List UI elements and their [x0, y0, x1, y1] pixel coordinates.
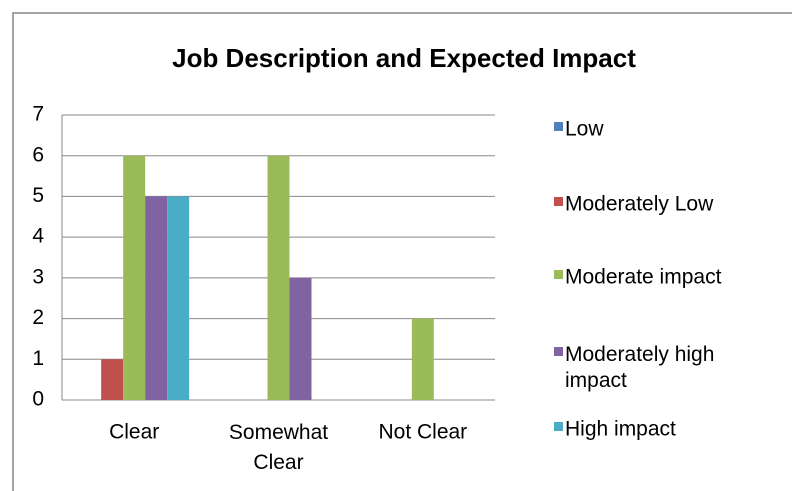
- legend-label: Low: [565, 118, 604, 141]
- y-tick-label: 1: [32, 347, 44, 370]
- y-tick-label: 5: [32, 184, 44, 207]
- bar: [145, 196, 168, 400]
- x-tick-label: Clear: [109, 421, 159, 444]
- legend-swatch: [554, 270, 563, 279]
- bar: [101, 359, 124, 400]
- legend-label: Moderately Low: [565, 193, 714, 216]
- legend-label: High impact: [565, 418, 676, 441]
- y-tick-label: 0: [32, 388, 44, 411]
- bar: [267, 155, 290, 400]
- chart-title: Job Description and Expected Impact: [172, 43, 636, 73]
- legend-swatch: [554, 122, 563, 131]
- legend-label: Moderate impact: [565, 266, 722, 289]
- legend-label: Moderately high impact: [565, 343, 714, 392]
- bar: [167, 196, 190, 400]
- x-tick-label: Not Clear: [378, 421, 467, 444]
- y-tick-label: 6: [32, 143, 44, 166]
- y-tick-label: 7: [32, 103, 44, 126]
- y-tick-label: 2: [32, 306, 44, 329]
- bar: [289, 277, 312, 400]
- bar: [123, 155, 146, 400]
- legend-swatch: [554, 347, 563, 356]
- y-tick-label: 3: [32, 265, 44, 288]
- y-tick-label: 4: [32, 225, 44, 248]
- x-tick-label: Somewhat Clear: [229, 421, 328, 474]
- legend-swatch: [554, 197, 563, 206]
- bar: [411, 318, 434, 400]
- legend-swatch: [554, 422, 563, 431]
